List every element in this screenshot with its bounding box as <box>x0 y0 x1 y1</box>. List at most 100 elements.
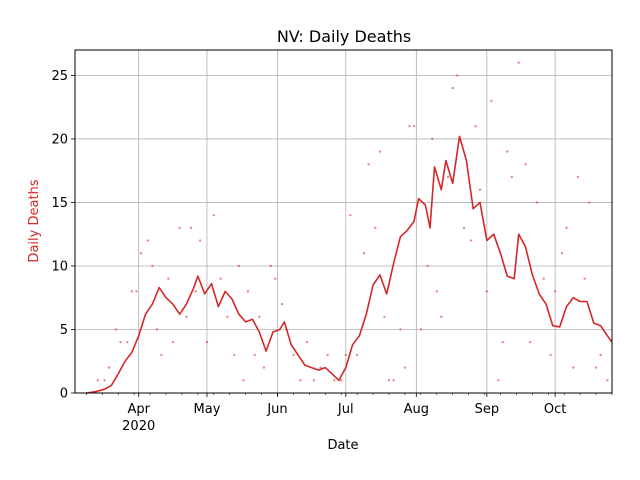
y-tick-label: 15 <box>51 196 68 211</box>
daily-point <box>292 353 295 357</box>
daily-point <box>344 353 347 357</box>
daily-point <box>412 125 416 128</box>
daily-point <box>126 340 129 344</box>
daily-point <box>355 353 359 357</box>
daily-point <box>553 290 557 293</box>
daily-point <box>269 264 272 268</box>
daily-point <box>474 125 477 128</box>
daily-point <box>274 277 277 280</box>
daily-point <box>408 125 411 128</box>
daily-point <box>485 290 489 293</box>
daily-point <box>374 226 377 230</box>
daily-point <box>233 353 236 357</box>
daily-point <box>167 277 170 280</box>
daily-point <box>387 379 391 382</box>
daily-point <box>606 379 609 382</box>
daily-point <box>212 213 216 217</box>
daily-point <box>349 213 352 217</box>
daily-point <box>588 201 591 204</box>
daily-point <box>262 366 266 369</box>
daily-point <box>246 290 250 293</box>
x-tick-label: Jun <box>266 402 287 417</box>
daily-point <box>435 290 438 293</box>
daily-point <box>446 175 450 179</box>
daily-point <box>478 188 482 191</box>
daily-point <box>258 315 261 318</box>
x-tick-label: May <box>194 402 221 417</box>
daily-point <box>280 302 284 306</box>
daily-point <box>497 379 500 382</box>
daily-point <box>226 315 229 318</box>
y-tick-label: 5 <box>60 323 68 338</box>
daily-point <box>219 277 222 280</box>
daily-point <box>151 264 154 268</box>
daily-point <box>107 366 111 369</box>
axis-ticks: 0 5 10 15 20 25 Apr 2020 May Jun Jul Aug Sep Oct <box>51 69 613 434</box>
daily-point <box>362 252 366 255</box>
daily-point <box>451 86 454 90</box>
y-axis-label: Daily Deaths <box>27 179 42 262</box>
daily-point <box>171 340 175 344</box>
series-line-layer <box>86 135 613 394</box>
daily-point <box>178 226 181 230</box>
daily-point <box>305 340 309 344</box>
daily-point <box>576 175 580 179</box>
y-tick-label: 10 <box>51 259 68 274</box>
daily-point <box>583 277 586 280</box>
daily-point <box>594 366 598 369</box>
grid <box>75 50 612 394</box>
daily-point <box>517 61 520 64</box>
daily-point <box>403 366 407 369</box>
daily-point <box>456 74 459 77</box>
x-tick-sublabel: 2020 <box>122 419 155 434</box>
daily-point <box>431 137 434 141</box>
daily-point <box>130 290 134 293</box>
x-tick-label: Oct <box>544 402 566 417</box>
daily-point <box>155 328 159 331</box>
daily-dots <box>96 61 609 382</box>
y-tick-label: 25 <box>51 69 68 84</box>
daily-point <box>535 201 539 204</box>
daily-point <box>501 340 504 344</box>
daily-point <box>135 290 138 293</box>
daily-point <box>440 315 443 318</box>
daily-point <box>312 379 316 382</box>
daily-point <box>506 150 509 153</box>
daily-point <box>114 328 118 331</box>
daily-point <box>469 239 473 242</box>
x-axis-label: Date <box>327 438 358 453</box>
daily-point <box>194 290 197 293</box>
daily-point <box>119 340 122 344</box>
daily-point <box>510 175 514 179</box>
daily-point <box>378 150 382 153</box>
daily-point <box>542 277 545 280</box>
daily-point <box>572 366 575 369</box>
daily-point <box>198 239 202 242</box>
series-line <box>86 135 613 394</box>
daily-point <box>237 264 241 268</box>
plot-frame <box>74 49 613 394</box>
daily-point <box>399 328 402 331</box>
daily-point <box>185 315 188 318</box>
daily-point <box>96 379 99 382</box>
y-tick-label: 0 <box>60 387 68 402</box>
daily-point <box>103 379 106 382</box>
daily-point <box>524 163 527 166</box>
daily-point <box>205 340 209 344</box>
daily-point <box>319 366 322 369</box>
daily-point <box>189 226 193 230</box>
x-tick-label: Sep <box>475 402 500 417</box>
daily-point <box>326 353 329 357</box>
daily-point <box>146 239 150 242</box>
daily-point <box>549 353 552 357</box>
daily-point <box>560 252 564 255</box>
daily-point <box>242 379 245 382</box>
daily-point <box>340 379 343 382</box>
daily-point <box>139 252 143 255</box>
daily-point <box>490 99 493 103</box>
chart-title: NV: Daily Deaths <box>277 27 411 46</box>
daily-point <box>160 353 163 357</box>
x-tick-label: Aug <box>404 402 429 417</box>
daily-point <box>528 340 532 344</box>
